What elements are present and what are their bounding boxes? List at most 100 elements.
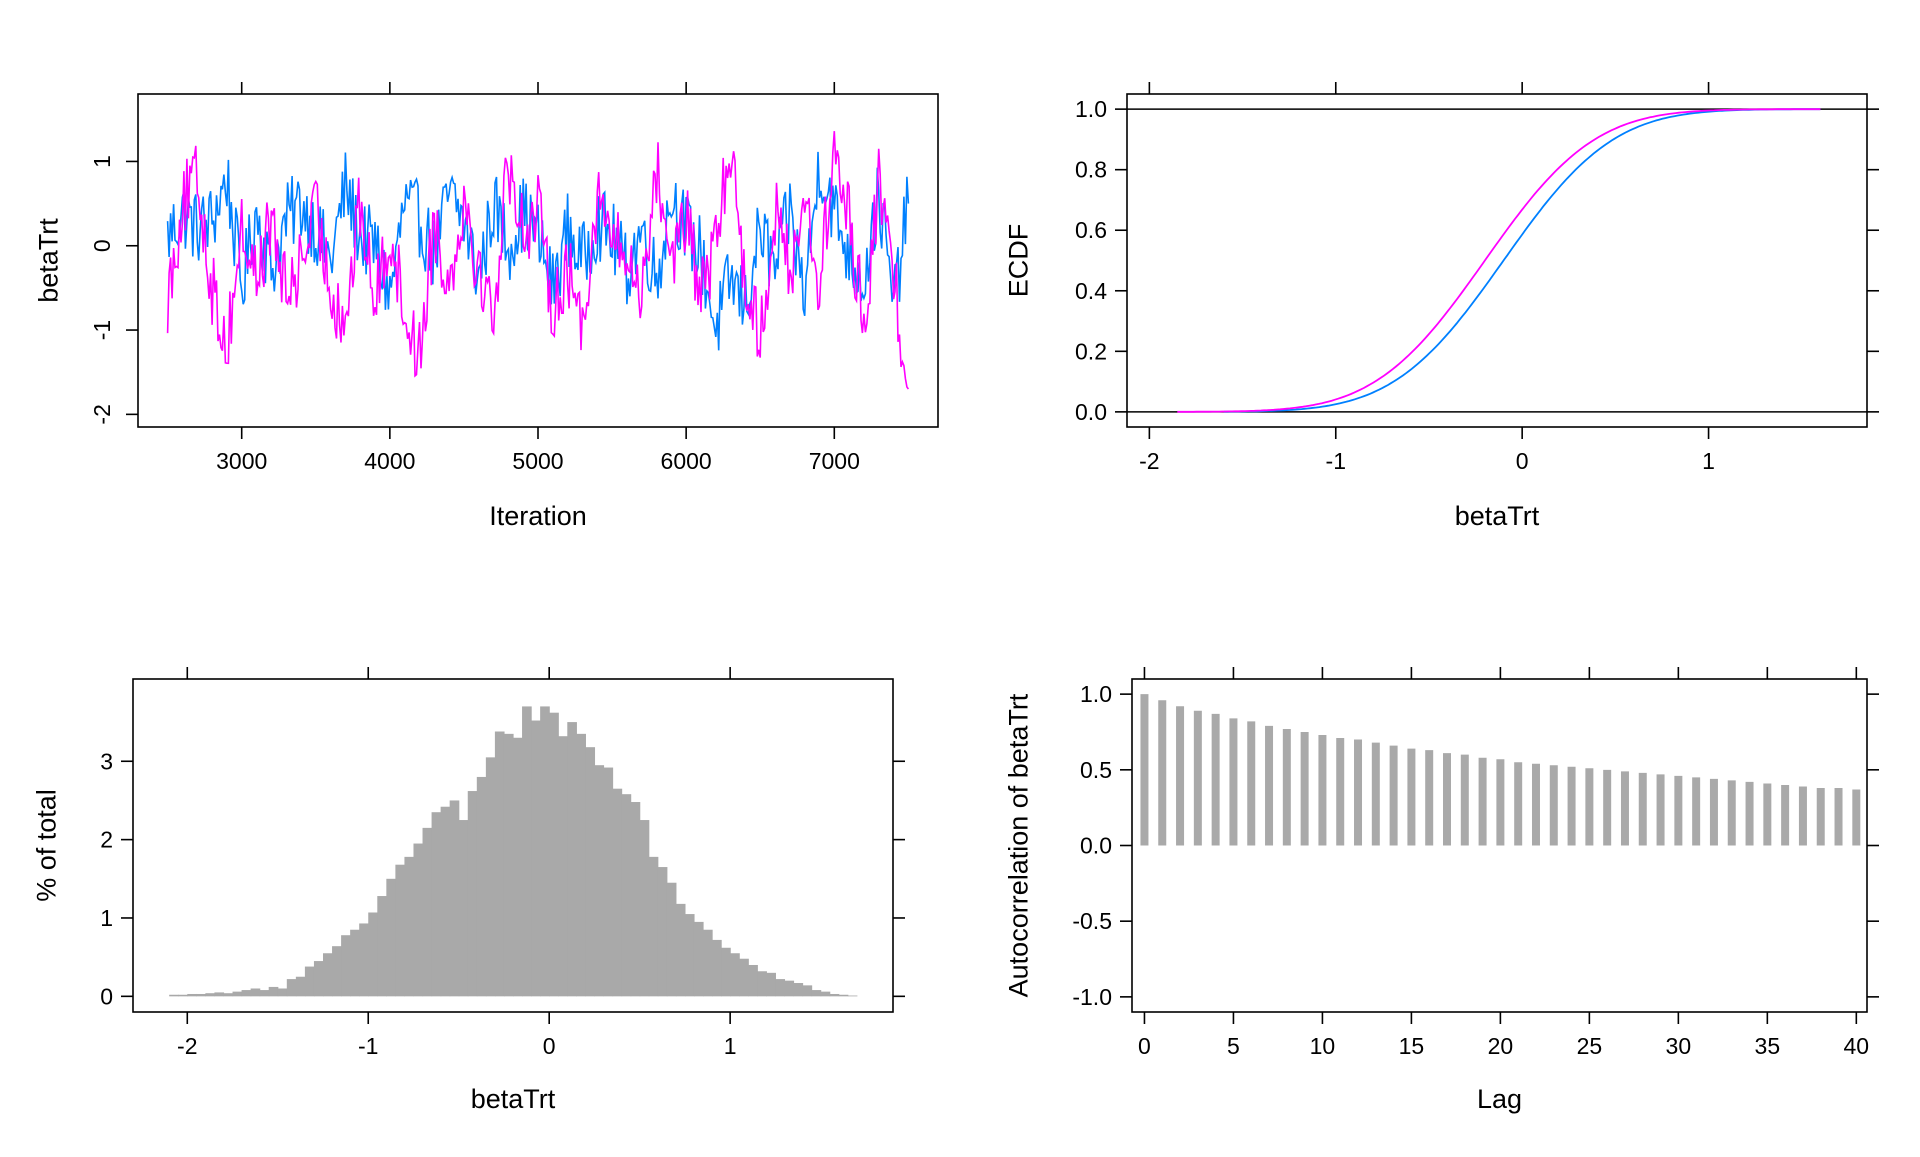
ecdf-ytick-label: 0.4 bbox=[1075, 278, 1107, 304]
ecdf-ytick-label: 0.6 bbox=[1075, 217, 1107, 243]
acf-axes: 0 5 10 15 20 25 30 35 40 -1.0 -0.5 0.0 0.5 1.0 Lag Auto… bbox=[1003, 667, 1879, 1114]
acf-xtick-label: 0 bbox=[1138, 1033, 1151, 1059]
histogram-bar bbox=[820, 991, 831, 997]
histogram-bar bbox=[295, 976, 306, 997]
ecdf-series-chain-2 bbox=[1177, 108, 1821, 413]
histogram-bar bbox=[829, 993, 840, 997]
ecdf-x-axis-title: betaTrt bbox=[1455, 501, 1540, 531]
trace-y-axis-title: betaTrt bbox=[33, 218, 63, 303]
trace-xtick-label: 3000 bbox=[216, 448, 267, 474]
histogram-bar bbox=[721, 947, 731, 997]
histogram-bar bbox=[268, 986, 279, 997]
histogram-bar bbox=[621, 794, 632, 997]
histogram-bar bbox=[313, 961, 324, 997]
acf-x-axis-title: Lag bbox=[1477, 1084, 1522, 1114]
histogram-bar bbox=[503, 733, 514, 997]
trace-xtick-label: 7000 bbox=[809, 448, 860, 474]
trace-xtick-label: 6000 bbox=[661, 448, 712, 474]
histogram-bar bbox=[594, 765, 605, 997]
histogram-bar bbox=[214, 992, 225, 997]
acf-xtick-label: 10 bbox=[1310, 1033, 1336, 1059]
acf-ytick-label: 1.0 bbox=[1080, 681, 1112, 707]
histogram-bar bbox=[350, 929, 360, 997]
histogram-bar bbox=[639, 820, 650, 997]
histogram-bar bbox=[241, 990, 252, 997]
histogram-bar bbox=[494, 731, 505, 997]
histogram-bar bbox=[513, 737, 523, 997]
histogram-xtick-label: 1 bbox=[724, 1033, 737, 1059]
histogram-bar bbox=[359, 923, 369, 997]
ecdf-xtick-label: 1 bbox=[1702, 448, 1715, 474]
trace-ytick-label: -1 bbox=[89, 320, 115, 340]
ecdf-ytick-label: 0.2 bbox=[1075, 338, 1107, 364]
histogram-bar bbox=[277, 988, 288, 997]
histogram-bar bbox=[703, 929, 713, 997]
acf-ytick-label: -0.5 bbox=[1072, 908, 1112, 934]
histogram-bar bbox=[549, 712, 559, 997]
trace-xtick-label: 5000 bbox=[512, 448, 563, 474]
histogram-bar bbox=[666, 882, 677, 997]
ecdf-y-axis-title: ECDF bbox=[1003, 224, 1033, 298]
ecdf-ytick-label: 0.8 bbox=[1075, 157, 1107, 183]
ecdf-series-chain-1 bbox=[1223, 108, 1821, 413]
histogram-bar bbox=[567, 722, 577, 997]
histogram-axes: -2 -1 0 1 0 1 2 3 betaTrt % of total bbox=[31, 667, 905, 1114]
trace-axes: 3000 4000 5000 6000 7000 -2 -1 0 1 Iteration betaT… bbox=[33, 82, 939, 531]
histogram-frame bbox=[132, 678, 894, 1013]
ecdf-ytick-label: 1.0 bbox=[1075, 96, 1107, 122]
histogram-bar bbox=[757, 971, 767, 997]
histogram-y-axis-title: % of total bbox=[31, 789, 61, 902]
acf-xtick-label: 30 bbox=[1666, 1033, 1692, 1059]
histogram-bar bbox=[585, 747, 596, 997]
histogram-bar bbox=[476, 776, 487, 997]
histogram-bar bbox=[775, 979, 786, 997]
trace-x-axis-title: Iteration bbox=[489, 501, 587, 531]
histogram-bar bbox=[793, 983, 804, 997]
histogram-bar bbox=[304, 966, 315, 997]
histogram-bar bbox=[205, 993, 216, 997]
acf-xtick-label: 15 bbox=[1399, 1033, 1425, 1059]
histogram-bar bbox=[232, 991, 243, 997]
histogram-bar bbox=[169, 994, 179, 997]
histogram-bar bbox=[739, 958, 749, 997]
histogram-bar bbox=[395, 864, 406, 997]
histogram-xtick-label: 0 bbox=[543, 1033, 556, 1059]
histogram-ytick-label: 0 bbox=[100, 983, 113, 1009]
histogram-bar bbox=[413, 843, 424, 997]
histogram-bar bbox=[250, 988, 261, 997]
ecdf-ytick-label: 0.0 bbox=[1075, 399, 1107, 425]
trace-ytick-label: 1 bbox=[89, 155, 115, 168]
trace-xtick-label: 4000 bbox=[364, 448, 415, 474]
histogram-bar bbox=[784, 980, 795, 997]
histogram-bar bbox=[693, 921, 704, 997]
histogram-bar bbox=[223, 993, 234, 997]
histogram-bar bbox=[684, 914, 695, 997]
histogram-bar bbox=[323, 953, 333, 997]
histogram-ytick-label: 1 bbox=[100, 905, 113, 931]
histogram-ytick-label: 2 bbox=[100, 827, 113, 853]
histogram-bar bbox=[540, 706, 550, 997]
histogram-bar bbox=[259, 990, 270, 997]
acf-ytick-label: 0.0 bbox=[1080, 833, 1112, 859]
histogram-bar bbox=[531, 720, 541, 997]
histogram-bar bbox=[657, 867, 668, 997]
ecdf-frame bbox=[1126, 93, 1868, 428]
trace-ytick-label: -2 bbox=[89, 404, 115, 424]
acf-ytick-label: 0.5 bbox=[1080, 757, 1112, 783]
histogram-bar bbox=[630, 802, 641, 997]
ecdf-axes: -2 -1 0 1 0.0 0.2 0.4 0.6 0.8 1.0 betaTrt ECDF bbox=[1003, 82, 1879, 531]
histogram-bar bbox=[458, 820, 469, 997]
histogram-x-axis-title: betaTrt bbox=[471, 1084, 556, 1114]
histogram-ytick-label: 3 bbox=[100, 748, 113, 774]
histogram-bar bbox=[730, 953, 740, 997]
histogram-bar bbox=[404, 856, 415, 997]
histogram-bar bbox=[196, 993, 206, 997]
histogram-bar bbox=[675, 903, 686, 997]
histogram-bar bbox=[522, 706, 532, 997]
histogram-bar bbox=[603, 767, 614, 997]
acf-xtick-label: 25 bbox=[1577, 1033, 1603, 1059]
histogram-bar bbox=[712, 939, 722, 997]
histogram-bar bbox=[449, 800, 460, 997]
histogram-bar bbox=[368, 912, 378, 997]
